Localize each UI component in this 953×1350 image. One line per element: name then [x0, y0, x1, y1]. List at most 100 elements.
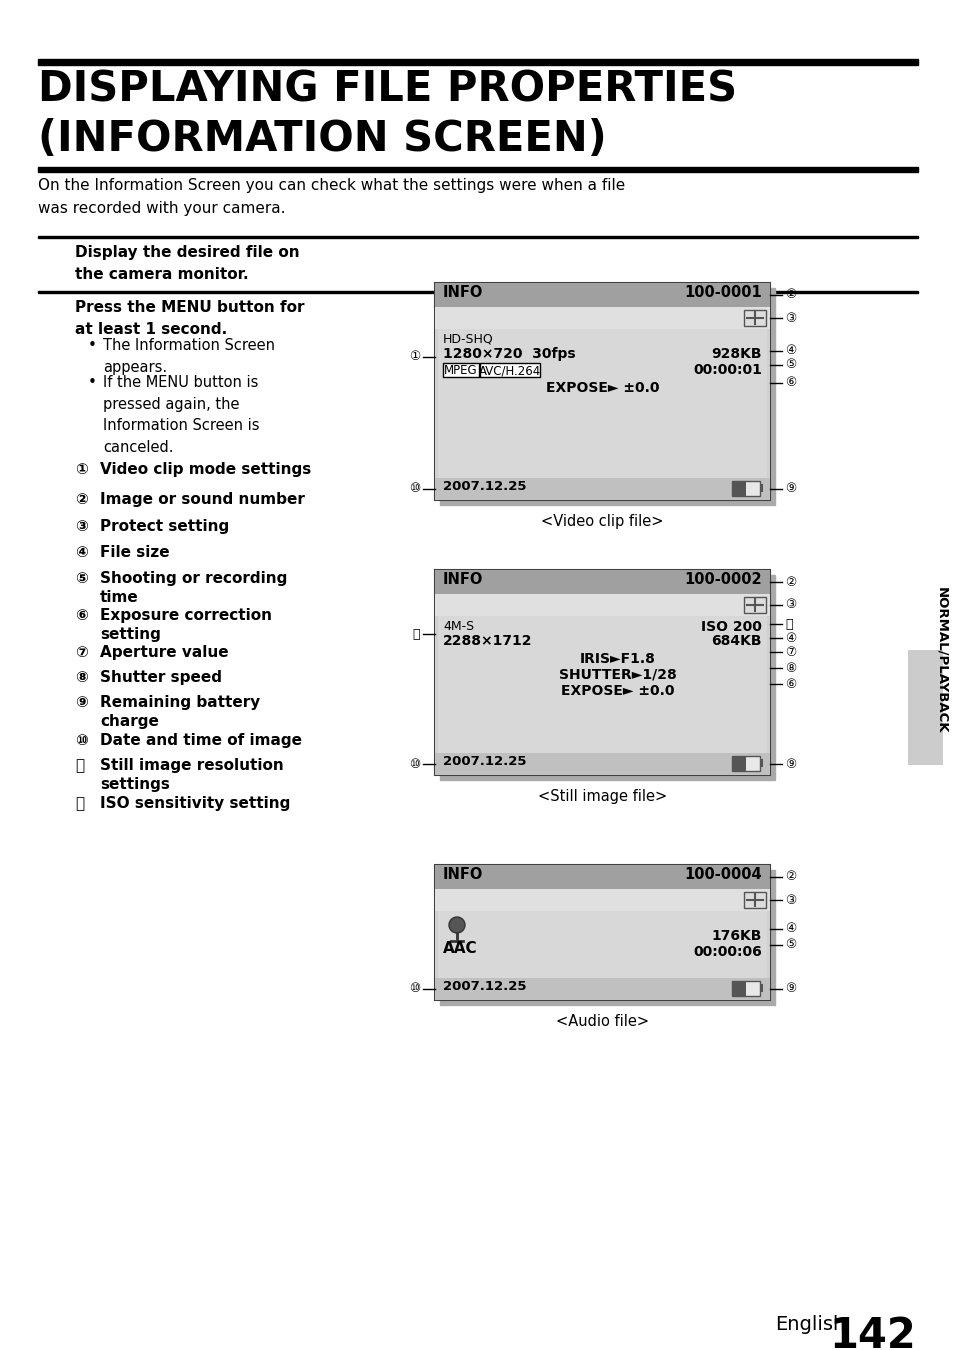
Text: Date and time of image: Date and time of image — [100, 733, 302, 748]
Text: ⑧: ⑧ — [75, 670, 88, 684]
Text: ISO 200: ISO 200 — [700, 620, 761, 634]
Text: ⑥: ⑥ — [784, 377, 796, 390]
Bar — [38, 167, 917, 171]
Bar — [38, 292, 917, 293]
Text: ⑥: ⑥ — [75, 608, 88, 622]
Text: 2007.12.25: 2007.12.25 — [442, 980, 526, 994]
Text: ④: ④ — [784, 632, 796, 644]
Text: EXPOSE► ±0.0: EXPOSE► ±0.0 — [545, 381, 659, 396]
Bar — [731, 756, 760, 771]
Text: INFO: INFO — [442, 285, 483, 300]
Text: The Information Screen
appears.: The Information Screen appears. — [103, 338, 274, 374]
Text: ⑥: ⑥ — [784, 678, 796, 690]
Text: <Still image file>: <Still image file> — [537, 788, 666, 805]
Text: 176KB: 176KB — [711, 929, 761, 944]
Bar — [435, 284, 769, 500]
Text: ⑦: ⑦ — [75, 645, 88, 660]
Bar — [743, 892, 765, 909]
Text: Protect setting: Protect setting — [100, 518, 229, 535]
Text: ②: ② — [75, 491, 88, 508]
Bar — [439, 288, 774, 505]
Bar — [442, 363, 478, 377]
Text: IRIS►F1.8: IRIS►F1.8 — [579, 652, 655, 666]
Text: Remaining battery: Remaining battery — [100, 695, 260, 710]
Text: Exposure correction: Exposure correction — [100, 608, 272, 622]
Text: AVC/H.264: AVC/H.264 — [478, 364, 540, 377]
Bar — [439, 575, 774, 780]
Text: ⑤: ⑤ — [75, 571, 88, 586]
Bar — [435, 594, 769, 616]
Text: 2288×1712: 2288×1712 — [442, 634, 532, 648]
Text: ④: ④ — [784, 344, 796, 358]
Bar — [435, 284, 769, 306]
Text: 00:00:06: 00:00:06 — [693, 945, 761, 958]
Text: <Audio file>: <Audio file> — [556, 1014, 648, 1029]
Text: Press the MENU button for
at least 1 second.: Press the MENU button for at least 1 sec… — [75, 300, 304, 338]
Bar — [731, 981, 760, 996]
Text: Image or sound number: Image or sound number — [100, 491, 305, 508]
Text: setting: setting — [100, 626, 161, 643]
Text: ⑪: ⑪ — [412, 628, 419, 640]
Bar — [437, 329, 766, 478]
Text: 2007.12.25: 2007.12.25 — [442, 481, 526, 493]
Bar — [743, 597, 765, 613]
Text: 928KB: 928KB — [711, 347, 761, 360]
Text: ⑨: ⑨ — [784, 983, 796, 995]
Text: Shooting or recording: Shooting or recording — [100, 571, 287, 586]
Text: ③: ③ — [75, 518, 88, 535]
Bar — [435, 911, 769, 977]
Text: ③: ③ — [784, 598, 796, 612]
Text: ②: ② — [784, 871, 796, 883]
Circle shape — [449, 917, 464, 933]
Bar — [760, 984, 762, 992]
Bar — [435, 616, 769, 753]
Bar — [435, 753, 769, 775]
Text: •: • — [88, 375, 97, 390]
Text: NORMAL/PLAYBACK: NORMAL/PLAYBACK — [935, 587, 947, 733]
Text: ⑤: ⑤ — [784, 938, 796, 952]
Text: ISO sensitivity setting: ISO sensitivity setting — [100, 796, 290, 811]
Text: 1280×720  30fps: 1280×720 30fps — [442, 347, 575, 360]
Text: ⑩: ⑩ — [408, 983, 419, 995]
Text: ①: ① — [75, 462, 88, 477]
Text: Display the desired file on
the camera monitor.: Display the desired file on the camera m… — [75, 244, 299, 282]
Text: 142: 142 — [828, 1315, 915, 1350]
Text: time: time — [100, 590, 138, 605]
Text: 100-0004: 100-0004 — [683, 867, 761, 882]
Text: •: • — [88, 338, 97, 352]
Text: ⑨: ⑨ — [784, 757, 796, 771]
Bar — [731, 481, 760, 495]
Text: Video clip mode settings: Video clip mode settings — [100, 462, 311, 477]
Text: Aperture value: Aperture value — [100, 645, 229, 660]
Bar — [435, 570, 769, 775]
Bar — [435, 865, 769, 890]
Text: ⑩: ⑩ — [75, 733, 88, 748]
Bar — [435, 570, 769, 594]
Text: ④: ④ — [784, 922, 796, 936]
Bar — [479, 363, 539, 377]
Text: ⑨: ⑨ — [784, 482, 796, 495]
Text: ⑩: ⑩ — [408, 482, 419, 495]
Text: 4M-S: 4M-S — [442, 620, 474, 633]
Text: (INFORMATION SCREEN): (INFORMATION SCREEN) — [38, 117, 606, 161]
Bar — [731, 981, 745, 996]
Text: 100-0002: 100-0002 — [683, 572, 761, 587]
Text: ③: ③ — [784, 312, 796, 324]
Text: INFO: INFO — [442, 867, 483, 882]
Text: charge: charge — [100, 714, 159, 729]
Text: Shutter speed: Shutter speed — [100, 670, 222, 684]
Text: File size: File size — [100, 545, 170, 560]
Text: ⑩: ⑩ — [408, 757, 419, 771]
Text: 2007.12.25: 2007.12.25 — [442, 755, 526, 768]
Text: EXPOSE► ±0.0: EXPOSE► ±0.0 — [560, 684, 674, 698]
Bar — [437, 616, 766, 753]
Text: ②: ② — [784, 289, 796, 301]
Text: ⑫: ⑫ — [784, 617, 792, 630]
Bar — [907, 649, 942, 765]
Bar — [731, 481, 745, 495]
Bar — [435, 865, 769, 1000]
Bar — [743, 310, 765, 325]
Bar — [435, 329, 769, 478]
Bar — [435, 306, 769, 329]
Bar — [435, 890, 769, 911]
